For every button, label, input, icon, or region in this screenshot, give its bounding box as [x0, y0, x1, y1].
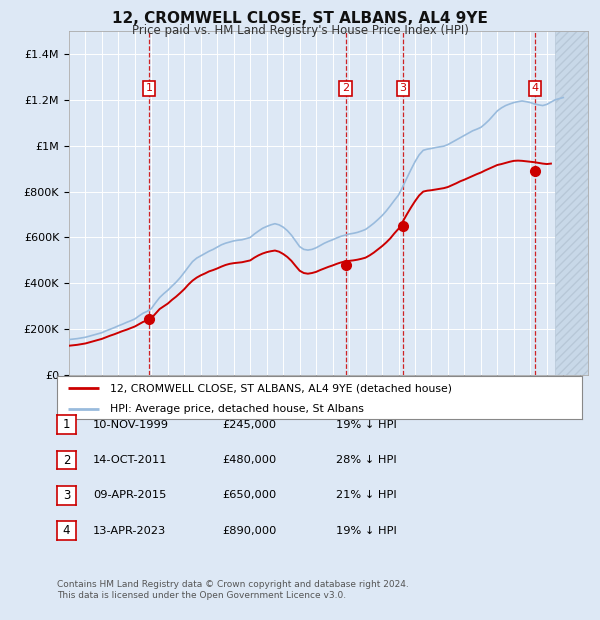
Text: 13-APR-2023: 13-APR-2023 — [93, 526, 166, 536]
Text: 09-APR-2015: 09-APR-2015 — [93, 490, 166, 500]
Text: £890,000: £890,000 — [222, 526, 277, 536]
Text: 3: 3 — [63, 489, 70, 502]
Text: 2: 2 — [63, 454, 70, 466]
Text: 2: 2 — [342, 83, 349, 94]
Text: 4: 4 — [532, 83, 539, 94]
Text: 19% ↓ HPI: 19% ↓ HPI — [336, 420, 397, 430]
Text: Contains HM Land Registry data © Crown copyright and database right 2024.
This d: Contains HM Land Registry data © Crown c… — [57, 580, 409, 601]
Text: 12, CROMWELL CLOSE, ST ALBANS, AL4 9YE (detached house): 12, CROMWELL CLOSE, ST ALBANS, AL4 9YE (… — [110, 383, 452, 393]
Text: 3: 3 — [400, 83, 406, 94]
Text: £480,000: £480,000 — [222, 455, 276, 465]
Text: 4: 4 — [63, 525, 70, 537]
Text: £650,000: £650,000 — [222, 490, 276, 500]
Text: £245,000: £245,000 — [222, 420, 276, 430]
Text: 1: 1 — [63, 418, 70, 431]
Text: Price paid vs. HM Land Registry's House Price Index (HPI): Price paid vs. HM Land Registry's House … — [131, 24, 469, 37]
Text: 21% ↓ HPI: 21% ↓ HPI — [336, 490, 397, 500]
Text: 1: 1 — [146, 83, 152, 94]
Text: 28% ↓ HPI: 28% ↓ HPI — [336, 455, 397, 465]
Text: HPI: Average price, detached house, St Albans: HPI: Average price, detached house, St A… — [110, 404, 364, 414]
Text: 19% ↓ HPI: 19% ↓ HPI — [336, 526, 397, 536]
Text: 10-NOV-1999: 10-NOV-1999 — [93, 420, 169, 430]
Text: 14-OCT-2011: 14-OCT-2011 — [93, 455, 167, 465]
Bar — [555, 31, 588, 375]
Text: 12, CROMWELL CLOSE, ST ALBANS, AL4 9YE: 12, CROMWELL CLOSE, ST ALBANS, AL4 9YE — [112, 11, 488, 26]
